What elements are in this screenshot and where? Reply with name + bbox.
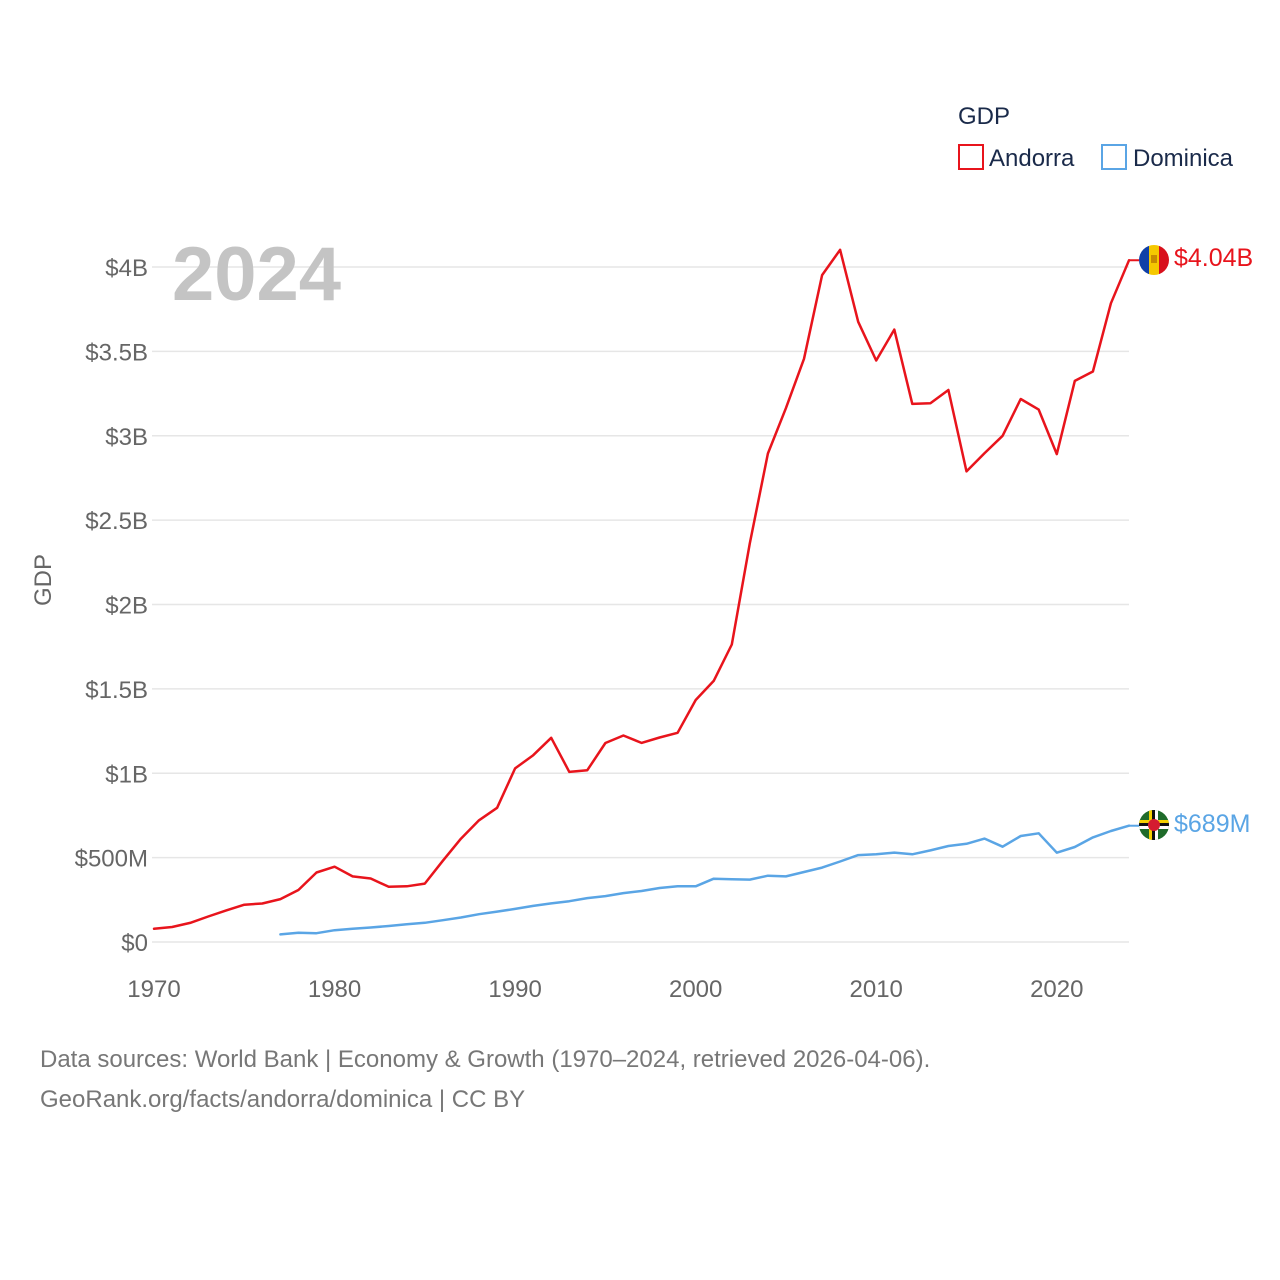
y-tick-label: $3.5B [85,339,148,366]
x-tick-label: 2010 [850,976,903,1003]
legend-item-dominica[interactable]: Dominica [1101,144,1234,172]
footer: Data sources: World Bank | Economy & Gro… [40,1040,930,1120]
y-tick-label: $0 [121,930,148,957]
x-tick-label: 1980 [308,976,361,1003]
x-tick-label: 1990 [488,976,541,1003]
andorra-flag-icon [1139,245,1169,275]
end-label-andorra: $4.04B [1174,244,1253,272]
year-label: 2024 [172,232,341,317]
end-label-dominica: $689M [1174,810,1250,838]
source-link[interactable]: GeoRank.org/facts/andorra/dominica | CC … [40,1086,526,1113]
y-tick-label: $1B [105,761,148,788]
gdp-line-chart: $0 $500M $1B $1.5B $2B $2.5B $3B $3.5B $4B 1970 19… [30,103,1253,1003]
legend-label-dominica: Dominica [1133,145,1234,172]
y-axis-title: GDP [30,554,57,606]
x-tick-label: 2020 [1030,976,1083,1003]
y-tick-label: $1.5B [85,677,148,704]
y-tick-label: $3B [105,424,148,451]
legend-swatch-dominica [1101,144,1127,170]
y-tick-label: $4B [105,255,148,282]
data-sources-text: Data sources: World Bank | Economy & Gro… [40,1046,931,1073]
legend-swatch-andorra [958,144,984,170]
legend-label-andorra: Andorra [989,145,1075,172]
y-tick-label: $2B [105,593,148,620]
legend-item-andorra[interactable]: Andorra [958,144,1075,172]
y-tick-label: $500M [75,846,148,873]
grid-lines [152,266,1129,943]
dominica-flag-icon [1139,810,1169,840]
series [152,248,1139,936]
series-line-andorra [152,248,1131,931]
legend: GDP Andorra Dominica [958,103,1234,172]
x-tick-label: 2000 [669,976,722,1003]
y-tick-label: $2.5B [85,508,148,535]
axes: $0 $500M $1B $1.5B $2B $2.5B $3B $3.5B $4B 1970 19… [75,255,1084,1003]
series-line-dominica [279,824,1131,936]
x-tick-label: 1970 [127,976,180,1003]
legend-title: GDP [958,103,1010,130]
